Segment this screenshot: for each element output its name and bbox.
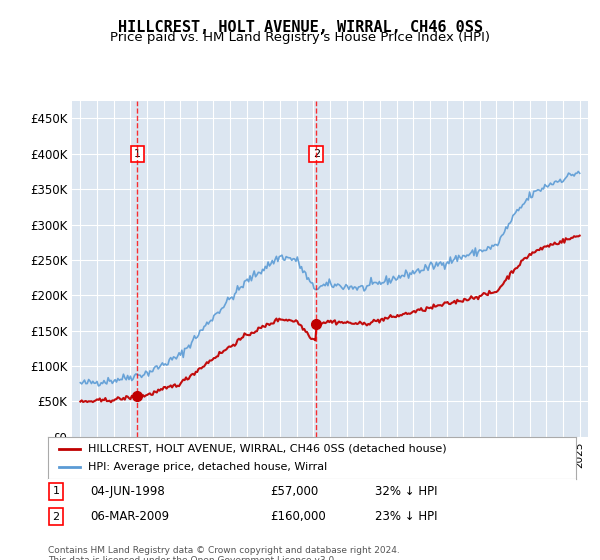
Text: £57,000: £57,000 bbox=[270, 485, 318, 498]
Text: 06-MAR-2009: 06-MAR-2009 bbox=[90, 510, 169, 523]
Text: 2: 2 bbox=[313, 149, 320, 159]
Text: Price paid vs. HM Land Registry's House Price Index (HPI): Price paid vs. HM Land Registry's House … bbox=[110, 31, 490, 44]
Text: HPI: Average price, detached house, Wirral: HPI: Average price, detached house, Wirr… bbox=[88, 462, 327, 472]
Text: HILLCREST, HOLT AVENUE, WIRRAL, CH46 0SS (detached house): HILLCREST, HOLT AVENUE, WIRRAL, CH46 0SS… bbox=[88, 444, 446, 454]
Text: 2: 2 bbox=[52, 512, 59, 521]
Text: 1: 1 bbox=[52, 487, 59, 496]
Text: Contains HM Land Registry data © Crown copyright and database right 2024.
This d: Contains HM Land Registry data © Crown c… bbox=[48, 546, 400, 560]
Text: HILLCREST, HOLT AVENUE, WIRRAL, CH46 0SS: HILLCREST, HOLT AVENUE, WIRRAL, CH46 0SS bbox=[118, 20, 482, 35]
Text: 04-JUN-1998: 04-JUN-1998 bbox=[90, 485, 165, 498]
Text: 32% ↓ HPI: 32% ↓ HPI bbox=[376, 485, 438, 498]
Text: 23% ↓ HPI: 23% ↓ HPI bbox=[376, 510, 438, 523]
Text: 1: 1 bbox=[134, 149, 141, 159]
Text: £160,000: £160,000 bbox=[270, 510, 326, 523]
